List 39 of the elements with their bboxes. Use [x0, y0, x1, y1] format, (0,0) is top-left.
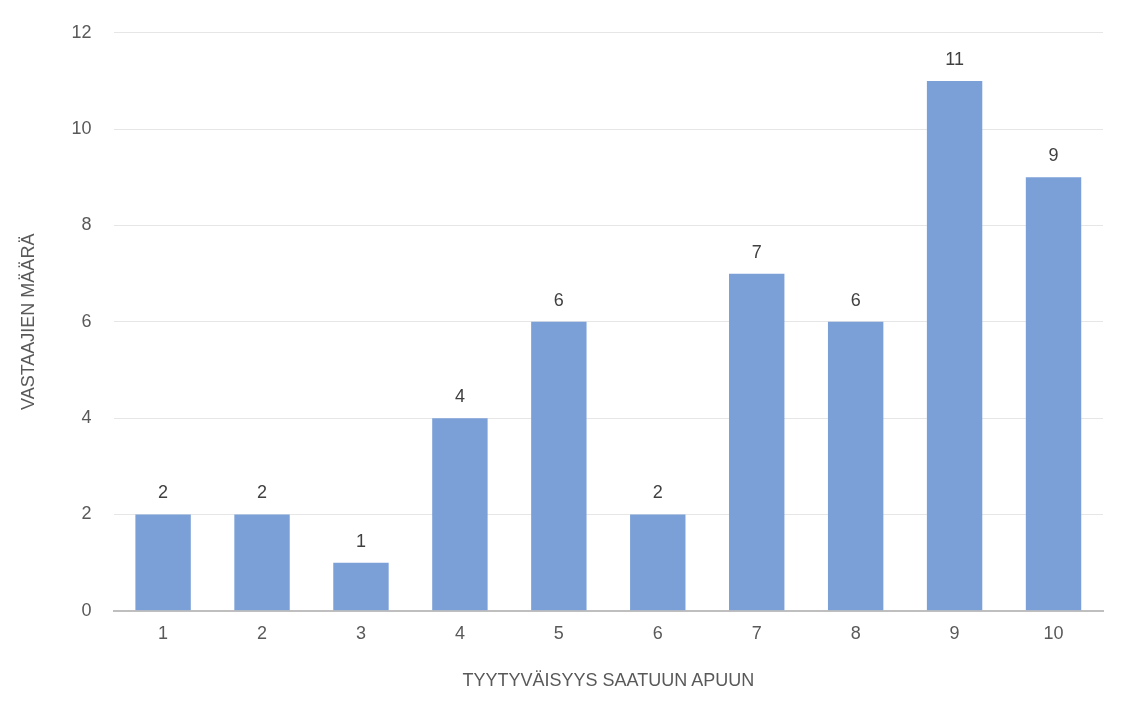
x-tick-label: 2	[257, 622, 268, 643]
y-tick-label: 0	[81, 599, 92, 620]
y-tick-label: 8	[81, 214, 92, 235]
data-label: 7	[751, 241, 762, 262]
x-tick-label: 1	[158, 622, 169, 643]
y-tick-label: 6	[81, 310, 92, 331]
bar	[630, 514, 686, 611]
bar	[432, 418, 488, 611]
data-label: 6	[553, 289, 564, 310]
data-label: 4	[454, 386, 465, 407]
bar	[827, 321, 884, 611]
bar	[926, 80, 983, 611]
data-label: 11	[945, 48, 964, 69]
data-label: 2	[257, 482, 268, 503]
bar	[729, 273, 785, 611]
bar	[531, 321, 587, 611]
bar	[333, 562, 389, 611]
bar	[234, 514, 290, 611]
bar	[1025, 177, 1082, 611]
x-tick-label: 8	[850, 622, 861, 643]
y-axis-title: VASTAAJIEN MÄÄRÄ	[17, 233, 38, 410]
data-label: 9	[1048, 145, 1059, 166]
data-label: 6	[850, 289, 861, 310]
x-tick-label: 9	[949, 622, 960, 643]
x-tick-label: 4	[454, 622, 465, 643]
x-tick-label: 7	[751, 622, 762, 643]
x-tick-label: 5	[553, 622, 564, 643]
x-axis-title: TYYTYVÄISYYS SAATUUN APUUN	[462, 670, 755, 691]
data-label: 1	[355, 530, 366, 551]
y-tick-label: 2	[81, 503, 92, 524]
y-tick-label: 4	[81, 407, 92, 428]
y-tick-label: 10	[71, 118, 92, 139]
x-tick-label: 3	[355, 622, 366, 643]
x-tick-label: 6	[652, 622, 663, 643]
data-label: 2	[158, 482, 169, 503]
data-label: 2	[652, 482, 663, 503]
x-tick-label: 10	[1043, 622, 1064, 643]
bar	[135, 514, 191, 611]
y-tick-label: 12	[71, 21, 92, 42]
